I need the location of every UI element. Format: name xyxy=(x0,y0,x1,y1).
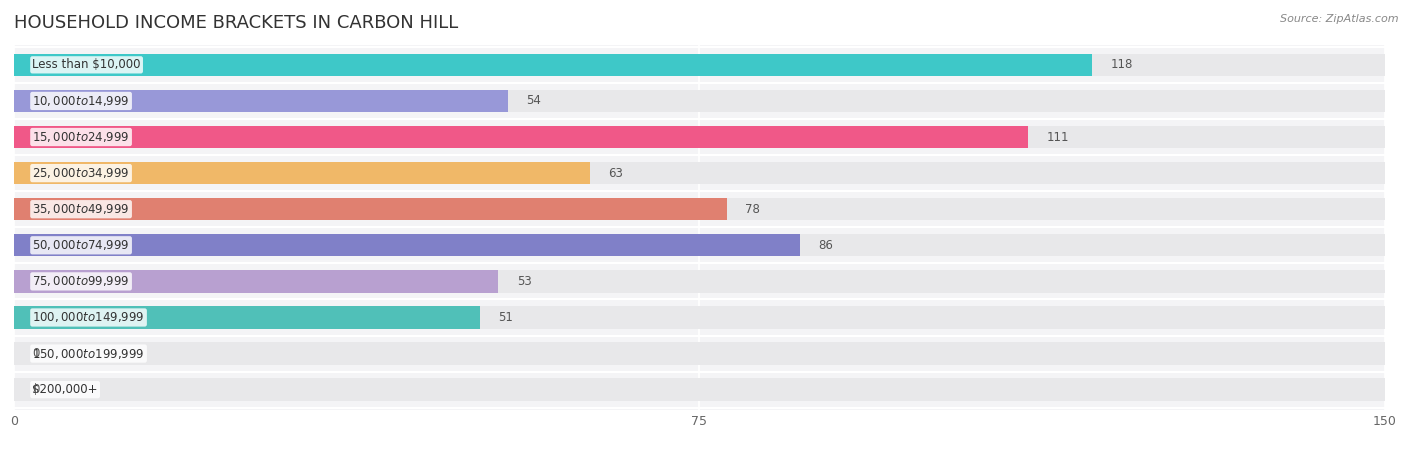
Text: $35,000 to $49,999: $35,000 to $49,999 xyxy=(32,202,129,216)
Text: 54: 54 xyxy=(526,94,541,108)
Text: 53: 53 xyxy=(517,275,531,288)
Bar xyxy=(14,90,1385,112)
Bar xyxy=(14,270,1385,292)
Bar xyxy=(14,342,1385,365)
Text: $25,000 to $34,999: $25,000 to $34,999 xyxy=(32,166,129,180)
Bar xyxy=(14,378,1385,401)
Bar xyxy=(14,306,481,328)
Bar xyxy=(14,270,499,292)
Bar xyxy=(14,198,1385,220)
Bar xyxy=(14,306,1385,328)
Text: 63: 63 xyxy=(609,166,623,180)
Text: 0: 0 xyxy=(32,383,39,396)
Text: Less than $10,000: Less than $10,000 xyxy=(32,58,141,72)
Text: 118: 118 xyxy=(1111,58,1133,72)
Bar xyxy=(14,234,800,256)
Text: 0: 0 xyxy=(32,347,39,360)
Text: $75,000 to $99,999: $75,000 to $99,999 xyxy=(32,274,129,288)
Text: HOUSEHOLD INCOME BRACKETS IN CARBON HILL: HOUSEHOLD INCOME BRACKETS IN CARBON HILL xyxy=(14,14,458,32)
Text: $15,000 to $24,999: $15,000 to $24,999 xyxy=(32,130,129,144)
Text: $100,000 to $149,999: $100,000 to $149,999 xyxy=(32,310,145,324)
Text: 51: 51 xyxy=(499,311,513,324)
Bar xyxy=(14,162,591,184)
Text: 78: 78 xyxy=(745,202,761,216)
Text: 111: 111 xyxy=(1046,130,1070,144)
Text: $10,000 to $14,999: $10,000 to $14,999 xyxy=(32,94,129,108)
Bar xyxy=(14,54,1092,76)
Text: $200,000+: $200,000+ xyxy=(32,383,98,396)
Text: $50,000 to $74,999: $50,000 to $74,999 xyxy=(32,238,129,252)
Bar xyxy=(14,234,1385,256)
Text: Source: ZipAtlas.com: Source: ZipAtlas.com xyxy=(1281,14,1399,23)
Bar xyxy=(14,90,508,112)
Text: 86: 86 xyxy=(818,239,834,252)
Bar xyxy=(14,198,727,220)
Bar xyxy=(14,162,1385,184)
Bar xyxy=(14,126,1029,148)
Bar xyxy=(14,54,1385,76)
Bar xyxy=(14,126,1385,148)
Text: $150,000 to $199,999: $150,000 to $199,999 xyxy=(32,346,145,360)
